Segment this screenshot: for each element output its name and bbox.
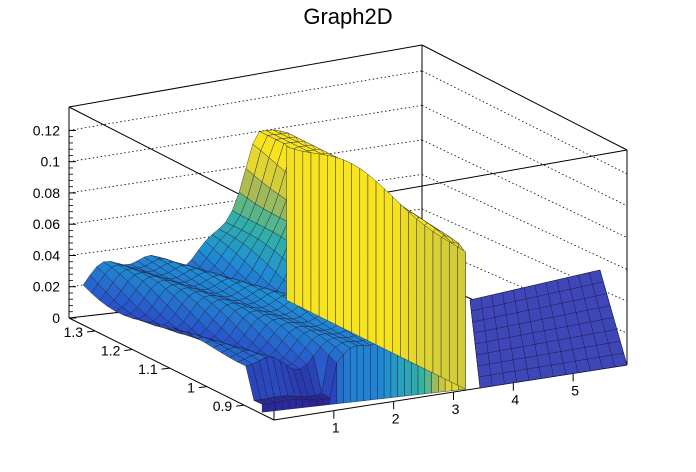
surface-skirt-cell <box>318 153 328 321</box>
x-tick-label: 1 <box>332 420 340 436</box>
surface-skirt-cell <box>295 399 303 409</box>
y-tick <box>236 404 245 407</box>
x-tick-label: 4 <box>511 392 519 408</box>
z-tick-label: 0.12 <box>33 122 60 138</box>
surface-skirt-cell <box>416 218 426 370</box>
z-tick-label: 0.1 <box>41 154 61 170</box>
y-tick <box>124 349 133 352</box>
surface-skirt-cell <box>327 154 336 325</box>
surface-skirt-cell <box>343 347 351 404</box>
y-tick-label: 1.3 <box>64 324 84 340</box>
z-gridline <box>421 139 628 238</box>
x-tick-label: 5 <box>571 382 579 398</box>
y-tick-label: 1.2 <box>101 343 121 359</box>
y-tick <box>161 367 170 370</box>
surface-skirt-cell <box>457 246 466 390</box>
surface-skirt-cell <box>359 167 369 341</box>
surface-skirt-cell <box>309 399 317 408</box>
surface-skirt-cell <box>343 159 352 333</box>
surface-skirt-cell <box>375 180 385 350</box>
surface-skirt-cell <box>392 195 401 358</box>
surface-skirt-cell <box>302 151 312 313</box>
z-gridline <box>68 70 423 131</box>
surface-skirt-cell <box>408 211 417 366</box>
chart-title: Graph2D <box>303 4 393 29</box>
surface-skirt-cell <box>302 399 310 408</box>
y-axis: 0.9 1 1.1 1.2 1.3 <box>64 324 245 414</box>
z-gridline <box>68 105 423 163</box>
surface-skirt-cell <box>268 402 276 412</box>
z-gridline <box>421 70 628 175</box>
surface-skirt-cell <box>286 146 295 305</box>
y-tick <box>87 330 96 333</box>
z-gridline <box>421 174 628 270</box>
z-gridline <box>68 139 423 194</box>
surface-skirt-cell <box>316 399 324 407</box>
surface-skirt-cell <box>336 353 344 405</box>
z-gridline <box>421 208 628 302</box>
surface-skirt-cell <box>400 203 409 362</box>
surface-mesh <box>82 129 466 413</box>
surface-skirt-cell <box>449 241 458 386</box>
z-tick-label: 0.04 <box>33 247 60 263</box>
surface-skirt-cell <box>356 345 364 402</box>
surface-skirt-cell <box>440 236 450 382</box>
surface-skirt-cell <box>351 163 360 337</box>
surface-skirt-cell <box>289 399 297 410</box>
surface-skirt-cell <box>367 173 377 346</box>
y-tick-label: 0.9 <box>213 398 233 414</box>
surface-skirt-cell <box>310 152 320 317</box>
surface-skirt-cell <box>350 345 358 403</box>
surface-skirt-cell <box>432 231 442 378</box>
surface-skirt-cell <box>261 403 270 413</box>
surface-skirt-cell <box>294 149 304 309</box>
floor-mesh <box>469 269 628 389</box>
z-tick-label: 0.08 <box>33 185 60 201</box>
x-tick-label: 2 <box>392 410 400 426</box>
x-axis: 1 2 3 4 5 <box>332 373 579 436</box>
surface-skirt-cell <box>370 342 378 401</box>
y-tick-label: 1 <box>187 380 195 396</box>
x-tick-label: 3 <box>452 401 460 417</box>
y-tick-label: 1.1 <box>138 361 158 377</box>
surface-skirt-cell <box>282 399 290 411</box>
surface-skirt-cell <box>424 225 434 374</box>
surface-skirt-cell <box>383 188 393 354</box>
z-tick-label: 0.02 <box>33 279 60 295</box>
surface-skirt-cell <box>335 156 344 329</box>
surface-skirt-cell <box>363 344 371 401</box>
surface-skirt-cell <box>275 401 283 411</box>
z-axis: 0 0.02 0.04 0.06 0.08 0.1 0.12 <box>33 122 76 326</box>
y-tick <box>198 386 207 389</box>
z-tick-label: 0.06 <box>33 216 60 232</box>
z-tick-label: 0 <box>52 310 60 326</box>
